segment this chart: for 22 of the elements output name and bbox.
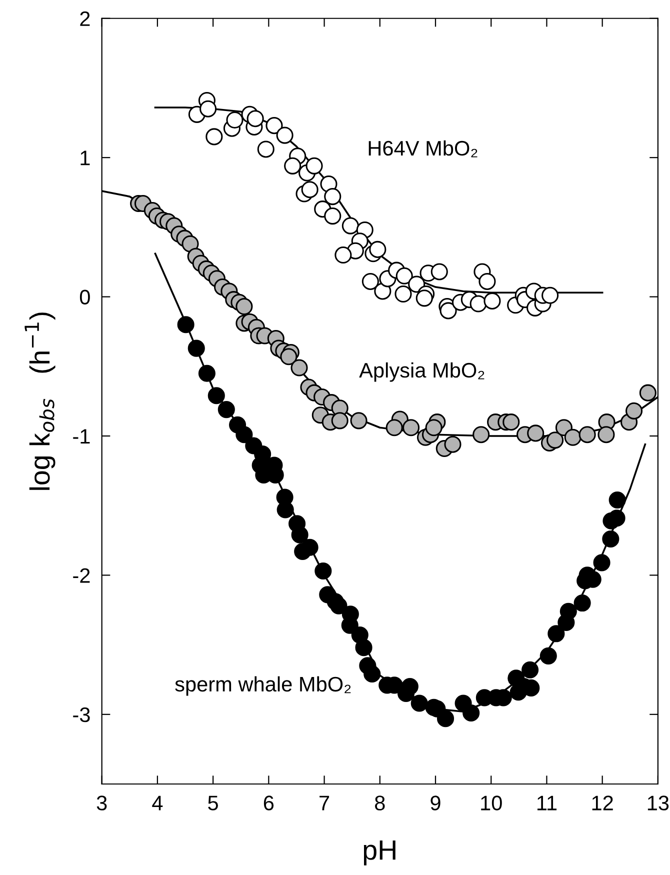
x-tick-label: 4 — [152, 796, 163, 810]
x-tick-label: 7 — [320, 796, 330, 810]
x-axis-title: pH — [364, 840, 396, 866]
annotation: sperm whale MbO₂ — [175, 676, 351, 696]
annotation: H64V MbO₂ — [368, 140, 478, 158]
x-tick-label: 3 — [96, 796, 107, 810]
y-tick-label: -1 — [73, 429, 90, 444]
x-tick-label: 10 — [481, 796, 502, 810]
x-tick-label: 13 — [648, 796, 669, 810]
x-tick-label: 5 — [208, 796, 218, 810]
text: log k$_{obs}$ (h$^{−1}$) — [24, 312, 56, 490]
x-tick-label: 6 — [264, 796, 274, 810]
x-tick-label: 8 — [375, 796, 385, 810]
x-tick-label: 12 — [592, 796, 613, 810]
annotation: Aplysia MbO₂ — [359, 362, 484, 382]
y-tick-label: -3 — [73, 707, 90, 722]
x-tick-label: 11 — [537, 796, 557, 810]
y-tick-label: 0 — [80, 290, 90, 305]
y-tick-label: -2 — [73, 568, 90, 583]
x-tick-label: 9 — [430, 796, 440, 810]
y-tick-label: 2 — [80, 11, 90, 26]
y-tick-label: 1 — [80, 150, 90, 166]
